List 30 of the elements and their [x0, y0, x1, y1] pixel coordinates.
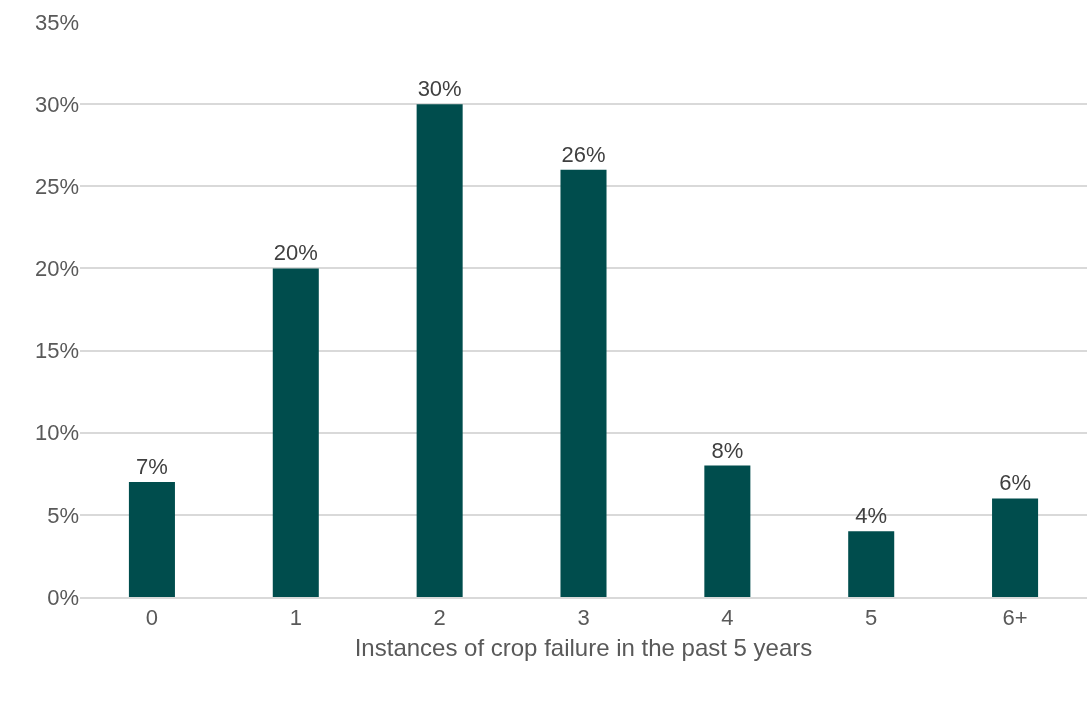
data-label: 30%	[417, 76, 462, 102]
y-tick-label: 20%	[34, 256, 79, 282]
x-tick-label: 0	[145, 605, 159, 631]
bar	[272, 268, 319, 597]
x-tick-label: 2	[433, 605, 446, 631]
data-label: 20%	[273, 240, 318, 266]
x-tick-label: 6+	[1002, 605, 1028, 631]
x-tick-label: 1	[289, 605, 302, 631]
y-tick-label: 25%	[34, 173, 79, 199]
x-tick-label: 4	[721, 605, 734, 631]
bar	[704, 465, 751, 597]
x-axis-title: Instances of crop failure in the past 5 years	[354, 633, 813, 661]
bar	[560, 169, 607, 597]
bar	[416, 104, 463, 597]
y-tick-label: 35%	[34, 9, 79, 35]
data-label: 26%	[561, 141, 606, 167]
data-label: 4%	[855, 503, 888, 529]
y-tick-label: 15%	[34, 338, 79, 364]
data-label: 6%	[999, 470, 1031, 496]
y-tick-label: 10%	[34, 420, 79, 446]
y-tick-label: 5%	[47, 502, 79, 528]
data-label: 8%	[711, 437, 744, 463]
bar	[128, 482, 175, 597]
bar	[992, 498, 1039, 597]
y-tick-label: 30%	[34, 91, 79, 117]
bar	[848, 531, 895, 597]
y-tick-label: 0%	[47, 584, 79, 610]
data-label: 7%	[136, 454, 168, 479]
x-tick-label: 5	[865, 605, 878, 631]
x-tick-label: 3	[577, 605, 590, 631]
